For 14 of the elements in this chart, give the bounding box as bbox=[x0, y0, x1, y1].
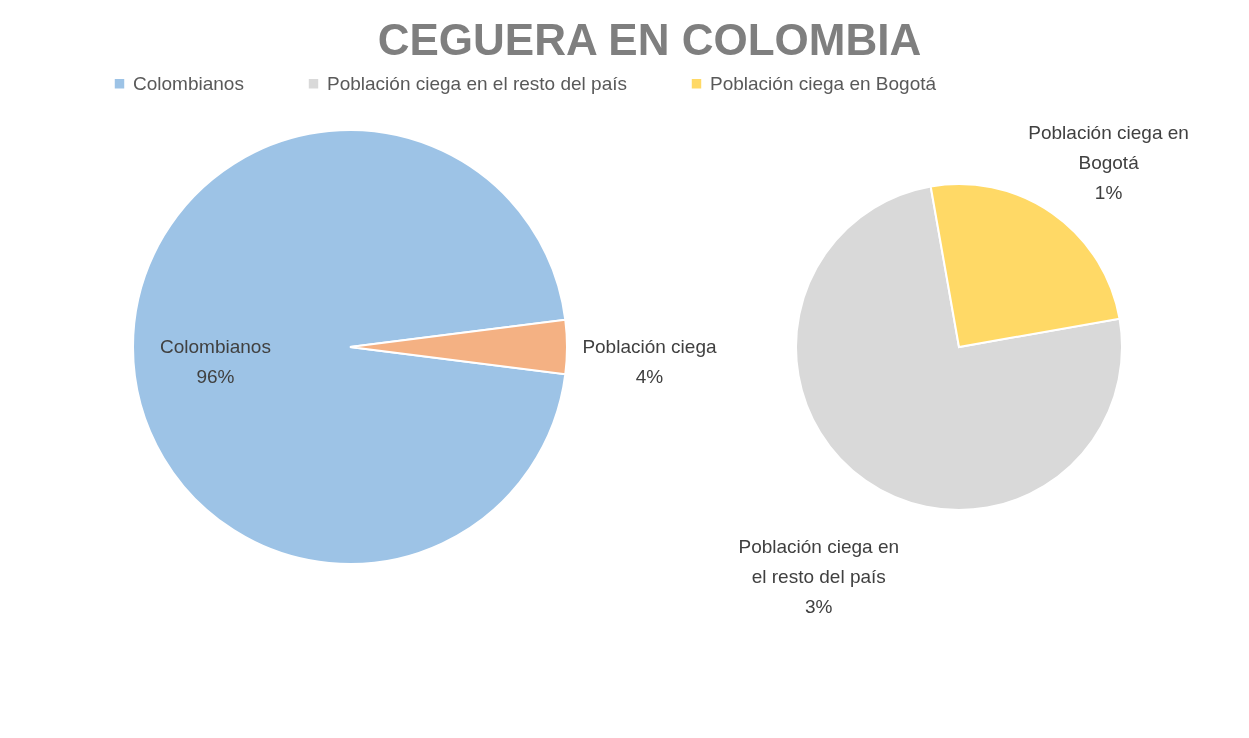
legend-label: Población ciega en el resto del país bbox=[327, 72, 627, 94]
slice-label: Colombianos bbox=[160, 336, 271, 357]
legend-label: Colombianos bbox=[133, 72, 244, 94]
chart-title: CEGUERA EN COLOMBIA bbox=[377, 15, 922, 64]
data-label: 4% bbox=[635, 366, 664, 387]
data-label: 3% bbox=[805, 596, 833, 618]
pie-slice bbox=[795, 185, 1123, 511]
slice-label: Población ciega bbox=[582, 336, 717, 357]
data-label: 96% bbox=[196, 366, 235, 387]
legend-label: Población ciega en Bogotá bbox=[710, 72, 937, 94]
data-label: 1% bbox=[1094, 182, 1123, 204]
slice-label: Población ciega en Bogotá bbox=[1028, 122, 1189, 174]
slice-label: Población ciega en el resto del país bbox=[738, 536, 900, 588]
pie-slice bbox=[132, 129, 567, 565]
